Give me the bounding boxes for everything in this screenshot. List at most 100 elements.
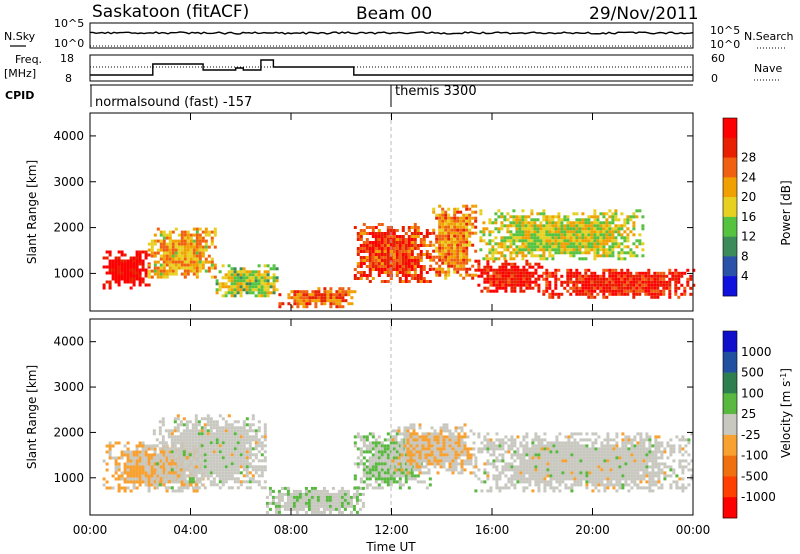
heatmap-cell (442, 444, 446, 448)
heatmap-cell (566, 268, 570, 272)
heatmap-cell (507, 438, 511, 442)
heatmap-cell (344, 290, 348, 294)
heatmap-cell (168, 266, 172, 270)
heatmap-cell (456, 225, 460, 229)
heatmap-cell (504, 289, 508, 293)
heatmap-cell (239, 432, 243, 436)
heatmap-cell (314, 302, 318, 306)
heatmap-cell (540, 274, 544, 278)
heatmap-cell (428, 483, 432, 487)
heatmap-cell (518, 224, 522, 228)
heatmap-cell (403, 456, 407, 460)
heatmap-cell (147, 447, 151, 451)
heatmap-cell (566, 239, 570, 243)
heatmap-cell (173, 429, 177, 433)
heatmap-cell (430, 456, 434, 460)
heatmap-cell (248, 285, 252, 289)
heatmap-cell (498, 438, 502, 442)
heatmap-cell (427, 471, 431, 475)
heatmap-cell (239, 447, 243, 451)
heatmap-cell (242, 474, 246, 478)
heatmap-cell (438, 267, 442, 271)
heatmap-cell (549, 465, 553, 469)
heatmap-cell (647, 286, 651, 290)
heatmap-cell (486, 268, 490, 272)
heatmap-cell (650, 274, 654, 278)
heatmap-cell (453, 264, 457, 268)
heatmap-cell (263, 291, 267, 295)
heatmap-cell (182, 453, 186, 457)
heatmap-cell (389, 229, 393, 232)
heatmap-cell (572, 283, 576, 287)
heatmap-cell (176, 471, 180, 475)
heatmap-cell (489, 489, 493, 493)
heatmap-cell (263, 456, 267, 460)
heatmap-cell (456, 270, 460, 274)
heatmap-cell (566, 230, 570, 234)
heatmap-cell (251, 438, 255, 442)
heatmap-cell (126, 474, 130, 478)
heatmap-cell (395, 465, 399, 469)
heatmap-cell (591, 471, 595, 475)
heatmap-cell (236, 465, 240, 469)
heatmap-cell (569, 224, 573, 228)
heatmap-cell (191, 465, 195, 469)
heatmap-cell (528, 462, 532, 466)
heatmap-cell (192, 233, 196, 237)
heatmap-cell (555, 456, 559, 460)
heatmap-cell (504, 450, 508, 454)
heatmap-cell (368, 483, 372, 487)
heatmap-cell (263, 486, 267, 490)
heatmap-cell (159, 275, 163, 279)
heatmap-cell (534, 432, 538, 436)
heatmap-cell (209, 417, 213, 421)
heatmap-cell (647, 271, 651, 275)
heatmap-cell (543, 483, 547, 487)
heatmap-cell (397, 462, 401, 466)
heatmap-cell (251, 273, 255, 277)
heatmap-cell (454, 456, 458, 460)
heatmap-cell (413, 256, 417, 259)
heatmap-cell (389, 456, 393, 460)
heatmap-cell (614, 292, 618, 296)
heatmap-cell (356, 465, 360, 469)
heatmap-cell (509, 230, 513, 234)
heatmap-cell (474, 225, 478, 229)
heatmap-cell (588, 480, 592, 484)
heatmap-cell (257, 294, 261, 298)
heatmap-cell (404, 238, 408, 241)
heatmap-cell (501, 283, 505, 287)
heatmap-cell (447, 264, 451, 268)
heatmap-cell (585, 480, 589, 484)
heatmap-cell (575, 280, 579, 284)
heatmap-cell (575, 242, 579, 246)
heatmap-cell (603, 459, 607, 463)
heatmap-cell (392, 241, 396, 244)
heatmap-cell (331, 501, 335, 505)
heatmap-cell (201, 239, 205, 243)
heatmap-cell (383, 235, 387, 238)
heatmap-cell (510, 280, 514, 284)
heatmap-cell (593, 227, 597, 231)
heatmap-cell (242, 288, 246, 292)
heatmap-cell (611, 212, 615, 216)
heatmap-cell (289, 501, 293, 505)
heatmap-cell (361, 486, 365, 490)
heatmap-cell (435, 255, 439, 259)
heatmap-cell (280, 498, 284, 502)
heatmap-cell (311, 299, 315, 303)
heatmap-cell (566, 274, 570, 278)
heatmap-cell (620, 248, 624, 252)
heatmap-cell (365, 256, 369, 259)
heatmap-cell (416, 256, 420, 259)
heatmap-cell (126, 459, 130, 463)
heatmap-cell (524, 239, 528, 243)
heatmap-cell (578, 271, 582, 275)
heatmap-cell (168, 233, 172, 237)
heatmap-cell (395, 480, 399, 484)
heatmap-cell (383, 480, 387, 484)
heatmap-cell (540, 465, 544, 469)
heatmap-cell (319, 492, 323, 496)
heatmap-cell (245, 486, 249, 490)
heatmap-cell (353, 477, 357, 481)
